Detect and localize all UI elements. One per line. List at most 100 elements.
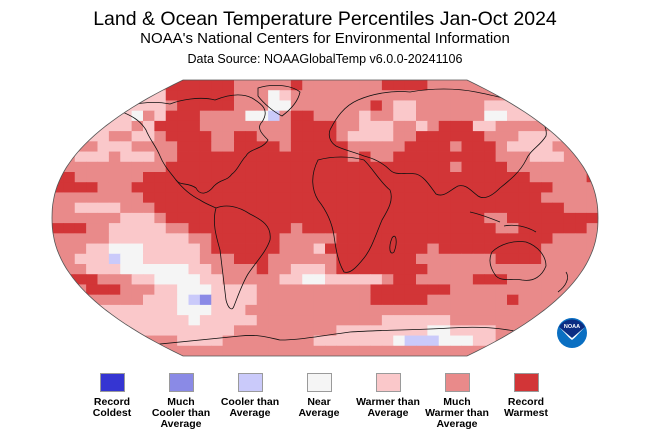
grid-cell	[518, 213, 530, 224]
grid-cell	[291, 90, 303, 101]
grid-cell	[359, 295, 371, 306]
grid-cell	[302, 233, 314, 244]
grid-cell	[177, 172, 189, 183]
grid-cell	[234, 192, 246, 203]
grid-cell	[98, 233, 110, 244]
grid-cell	[325, 90, 337, 101]
grid-cell	[518, 244, 530, 255]
grid-cell	[382, 244, 394, 255]
grid-cell	[143, 203, 155, 214]
grid-cell	[234, 295, 246, 306]
grid-cell	[291, 182, 303, 193]
grid-cell	[507, 203, 519, 214]
grid-cell	[257, 172, 269, 183]
grid-cell	[302, 152, 314, 163]
grid-cell	[189, 121, 201, 132]
grid-cell	[587, 80, 599, 91]
grid-cell	[575, 203, 587, 214]
grid-cell	[496, 284, 508, 295]
grid-cell	[587, 111, 599, 122]
grid-cell	[530, 244, 542, 255]
grid-cell	[496, 233, 508, 244]
grid-cell	[564, 233, 576, 244]
grid-cell	[98, 141, 110, 152]
grid-cell	[359, 336, 371, 347]
grid-cell	[75, 100, 87, 111]
grid-cell	[575, 100, 587, 111]
grid-cell	[98, 274, 110, 285]
grid-cell	[143, 346, 155, 357]
grid-cell	[359, 131, 371, 142]
grid-cell	[291, 111, 303, 122]
grid-cell	[507, 192, 519, 203]
grid-cell	[450, 213, 462, 224]
grid-cell	[75, 254, 87, 265]
legend-item-much-warmer: Much Warmer than Average	[417, 373, 497, 430]
grid-cell	[98, 111, 110, 122]
grid-cell	[439, 274, 451, 285]
grid-cell	[166, 325, 178, 336]
grid-cell	[109, 346, 121, 357]
grid-cell	[416, 233, 428, 244]
grid-cell	[405, 346, 417, 357]
legend-item-warmer: Warmer than Average	[348, 373, 428, 419]
grid-cell	[200, 131, 212, 142]
grid-cell	[234, 274, 246, 285]
grid-cell	[484, 121, 496, 132]
grid-cell	[189, 131, 201, 142]
grid-cell	[166, 121, 178, 132]
grid-cell	[427, 254, 439, 265]
grid-cell	[177, 325, 189, 336]
grid-cell	[234, 182, 246, 193]
grid-cell	[177, 254, 189, 265]
grid-cell	[518, 203, 530, 214]
grid-cell	[416, 295, 428, 306]
grid-cell	[109, 203, 121, 214]
grid-cell	[496, 100, 508, 111]
grid-cell	[98, 346, 110, 357]
grid-cell	[587, 244, 599, 255]
grid-cell	[291, 152, 303, 163]
grid-cell	[143, 244, 155, 255]
grid-cell	[109, 336, 121, 347]
grid-cell	[200, 203, 212, 214]
grid-cell	[314, 254, 326, 265]
grid-cell	[416, 141, 428, 152]
grid-cell	[393, 274, 405, 285]
grid-cell	[109, 182, 121, 193]
grid-cell	[564, 100, 576, 111]
grid-cell	[291, 325, 303, 336]
grid-cell	[245, 336, 257, 347]
grid-cell	[52, 203, 64, 214]
grid-cell	[200, 254, 212, 265]
grid-cell	[382, 111, 394, 122]
grid-cell	[166, 315, 178, 326]
grid-cell	[86, 264, 98, 275]
grid-cell	[462, 336, 474, 347]
grid-cell	[462, 80, 474, 91]
grid-cell	[587, 305, 599, 316]
grid-cell	[541, 192, 553, 203]
grid-cell	[450, 141, 462, 152]
grid-cell	[359, 264, 371, 275]
grid-cell	[268, 284, 280, 295]
grid-cell	[166, 131, 178, 142]
grid-cell	[154, 244, 166, 255]
grid-cell	[405, 162, 417, 173]
grid-cell	[234, 172, 246, 183]
grid-cell	[314, 152, 326, 163]
grid-cell	[314, 233, 326, 244]
grid-cell	[484, 80, 496, 91]
grid-cell	[302, 131, 314, 142]
grid-cell	[257, 233, 269, 244]
grid-cell	[416, 315, 428, 326]
grid-cell	[291, 254, 303, 265]
grid-cell	[427, 203, 439, 214]
grid-cell	[63, 244, 75, 255]
legend-item-record-warmest: Record Warmest	[486, 373, 566, 419]
grid-cell	[75, 90, 87, 101]
grid-cell	[405, 274, 417, 285]
grid-cell	[541, 244, 553, 255]
grid-cell	[166, 264, 178, 275]
grid-cell	[211, 162, 223, 173]
